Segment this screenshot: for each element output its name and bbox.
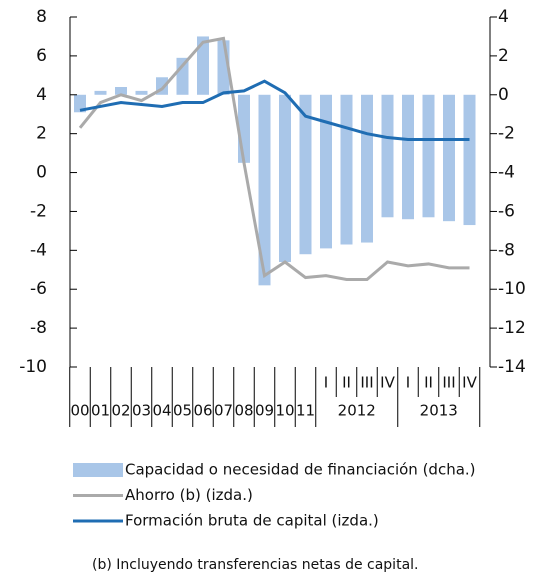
y-tick-label: 6 <box>36 46 47 66</box>
bar <box>258 94 271 286</box>
x-tick-label: 09 <box>255 402 274 420</box>
x-tick-label: IV <box>462 374 477 392</box>
legend-label: Capacidad o necesidad de financiación (d… <box>125 461 476 479</box>
x-tick-label: 01 <box>91 402 110 420</box>
legend-swatch <box>73 463 123 477</box>
footnote: (b) Incluyendo transferencias netas de c… <box>92 557 418 573</box>
y2-tick-label: -10 <box>498 279 526 299</box>
y2-tick-label: 4 <box>498 7 509 27</box>
bar <box>279 94 291 263</box>
y-tick-label: 8 <box>36 7 47 27</box>
x-tick-label: 02 <box>111 402 130 420</box>
legend-label: Formación bruta de capital (izda.) <box>125 512 379 530</box>
x-tick-label: III <box>442 374 455 392</box>
bar <box>197 36 209 95</box>
bar <box>422 94 435 218</box>
x-tick-label: II <box>342 374 351 392</box>
bar <box>340 94 353 245</box>
bar <box>320 94 332 249</box>
bar <box>135 90 148 95</box>
x-tick-label: 07 <box>214 402 233 420</box>
x-tick-label: 00 <box>70 402 89 420</box>
x-group-label: 2012 <box>338 402 376 420</box>
y-tick-label: 0 <box>36 163 47 183</box>
bar <box>115 87 127 95</box>
y2-tick-label: 0 <box>498 85 509 105</box>
x-tick-label: I <box>406 374 410 392</box>
x-tick-label: II <box>424 374 433 392</box>
bar <box>299 94 312 255</box>
x-tick-label: I <box>324 374 328 392</box>
y2-tick-label: -8 <box>498 240 515 260</box>
line <box>79 79 470 141</box>
line <box>78 36 470 281</box>
y-tick-label: -6 <box>30 279 47 299</box>
y2-tick-label: 2 <box>498 46 509 66</box>
x-tick-label: III <box>360 374 373 392</box>
x-tick-label: 08 <box>234 402 253 420</box>
bar <box>402 94 414 220</box>
y-tick-label: -10 <box>19 357 47 377</box>
y-tick-label: -4 <box>30 240 47 260</box>
x-tick-label: 05 <box>173 402 192 420</box>
bar <box>74 94 86 113</box>
y-tick-label: -2 <box>30 201 47 221</box>
y2-tick-label: -14 <box>498 357 526 377</box>
y2-tick-label: -6 <box>498 201 515 221</box>
x-tick-label: 03 <box>132 402 151 420</box>
y2-tick-label: -2 <box>498 124 515 144</box>
y-tick-label: -8 <box>30 318 47 338</box>
bar <box>443 94 455 222</box>
bar <box>463 94 476 226</box>
x-tick-label: 06 <box>193 402 212 420</box>
y-tick-label: 4 <box>36 85 47 105</box>
y-tick-label: 2 <box>36 124 47 144</box>
x-tick-label: IV <box>380 374 395 392</box>
bar <box>381 94 394 218</box>
x-tick-label: 04 <box>152 402 171 420</box>
legend-label: Ahorro (b) (izda.) <box>125 486 253 504</box>
bar <box>94 90 107 95</box>
x-tick-label: 10 <box>275 402 294 420</box>
x-tick-label: 11 <box>296 402 315 420</box>
bar <box>361 94 373 243</box>
y2-tick-label: -12 <box>498 318 526 338</box>
x-group-label: 2013 <box>420 402 458 420</box>
y2-tick-label: -4 <box>498 163 515 183</box>
